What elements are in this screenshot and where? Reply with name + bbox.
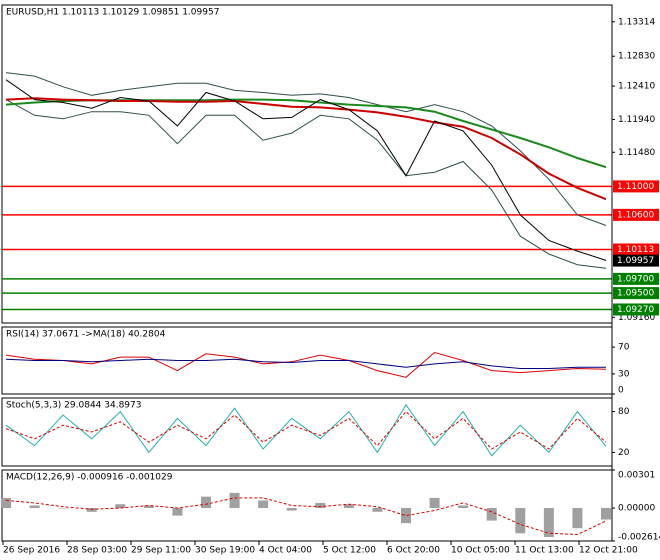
- panel-title: RSI(14) 37.0671 ->MA(18) 40.2804: [6, 330, 166, 340]
- level-box: [613, 243, 659, 256]
- histogram-bar: [315, 502, 326, 508]
- histogram-bar: [58, 507, 69, 509]
- y-tick-label: 70: [618, 343, 630, 353]
- last-price-label: 1.09957: [617, 256, 654, 266]
- series-line: [5, 351, 607, 378]
- panel-title: Stoch(5,3,3) 29.0844 34.8973: [6, 401, 141, 411]
- histogram-bar: [286, 507, 297, 511]
- y-tick-label: 0.00301: [618, 471, 655, 481]
- histogram-bar: [86, 507, 97, 512]
- histogram-bar: [486, 507, 497, 521]
- x-tick-label: 6 Oct 20:00: [387, 546, 440, 556]
- x-tick-label: 30 Sep 19:00: [195, 546, 255, 556]
- series-line: [5, 79, 607, 261]
- histogram-bar: [172, 507, 183, 516]
- x-tick-label: 28 Sep 03:00: [67, 546, 127, 556]
- level-box: [613, 208, 659, 221]
- y-tick-label: 0: [618, 386, 624, 396]
- histogram-bar: [143, 505, 154, 508]
- y-tick-label: 1.13314: [618, 17, 655, 27]
- histogram-bar: [429, 497, 440, 508]
- level-box: [613, 303, 659, 316]
- histogram-bar: [572, 507, 583, 529]
- y-tick-label: 1.11480: [618, 148, 655, 158]
- y-tick-label: 30: [618, 369, 630, 379]
- y-tick-label: 1.11940: [618, 115, 655, 125]
- y-tick-label: 1.12410: [618, 82, 655, 92]
- y-tick-label: 80: [618, 407, 630, 417]
- level-label: 1.10600: [617, 210, 654, 220]
- histogram-bar: [372, 507, 383, 512]
- x-tick-label: 11 Oct 13:00: [515, 546, 574, 556]
- x-tick-label: 29 Sep 11:00: [131, 546, 191, 556]
- series-line: [5, 97, 607, 201]
- y-tick-label: -0.002614: [618, 533, 660, 543]
- histogram-bar: [29, 505, 40, 508]
- histogram-bar: [601, 507, 611, 520]
- histogram-bar: [115, 504, 126, 508]
- series-line: [5, 358, 606, 369]
- level-label: 1.10113: [617, 245, 654, 255]
- panel-title: EURUSD,H1 1.10113 1.10129 1.09851 1.0995…: [6, 8, 219, 18]
- x-tick-label: 5 Oct 12:00: [323, 546, 376, 556]
- series-line: [5, 99, 607, 269]
- series-line: [5, 497, 607, 536]
- level-label: 1.11000: [617, 182, 654, 192]
- level-box: [613, 272, 659, 285]
- level-box: [613, 180, 659, 193]
- level-label: 1.09700: [617, 274, 654, 284]
- histogram-bar: [343, 504, 354, 508]
- x-tick-label: 26 Sep 2016: [3, 546, 60, 556]
- x-tick-label: 12 Oct 21:00: [579, 546, 638, 556]
- histogram-bar: [258, 500, 269, 508]
- level-label: 1.09500: [617, 289, 654, 299]
- level-box: [613, 287, 659, 300]
- series-line: [5, 72, 607, 226]
- level-label: 1.09270: [617, 305, 654, 315]
- histogram-bar: [543, 507, 554, 538]
- histogram-bar: [515, 507, 526, 534]
- y-tick-label: 0.00000: [618, 503, 655, 513]
- x-tick-label: 4 Oct 04:00: [259, 546, 312, 556]
- y-tick-label: 1.12830: [618, 52, 655, 62]
- histogram-bar: [201, 496, 211, 508]
- histogram-bar: [458, 505, 469, 508]
- last-price-box: [613, 254, 659, 267]
- x-tick-label: 10 Oct 05:00: [451, 546, 510, 556]
- histogram-bar: [229, 492, 240, 508]
- histogram-bar: [401, 507, 411, 524]
- series-line: [5, 410, 607, 450]
- y-tick-label: 20: [618, 448, 630, 458]
- histogram-bar: [1, 497, 11, 508]
- y-tick-label: 1.09160: [618, 313, 655, 323]
- panel-title: MACD(12,26,9) -0.000916 -0.001029: [6, 473, 173, 483]
